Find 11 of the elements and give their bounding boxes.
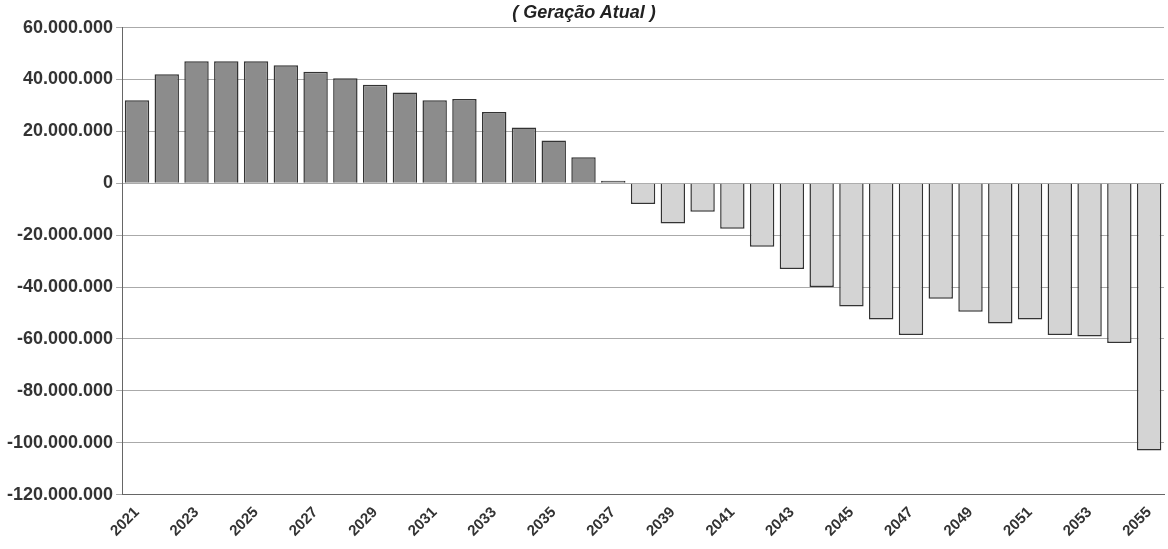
y-tick-label: 60.000.000 [23,16,114,37]
y-tick-label: -80.000.000 [17,379,114,400]
y-tick-label: 40.000.000 [23,68,114,89]
chart-title: ( Geração Atual ) [512,1,656,22]
y-tick-label: 20.000.000 [23,120,114,141]
y-tick-label: -20.000.000 [17,224,114,245]
y-tick-label: -100.000.000 [7,431,114,452]
y-tick-label: -60.000.000 [17,327,114,348]
y-tick-label: -40.000.000 [17,276,114,297]
y-tick-label: -120.000.000 [7,483,114,504]
y-tick-label: 0 [103,172,114,193]
